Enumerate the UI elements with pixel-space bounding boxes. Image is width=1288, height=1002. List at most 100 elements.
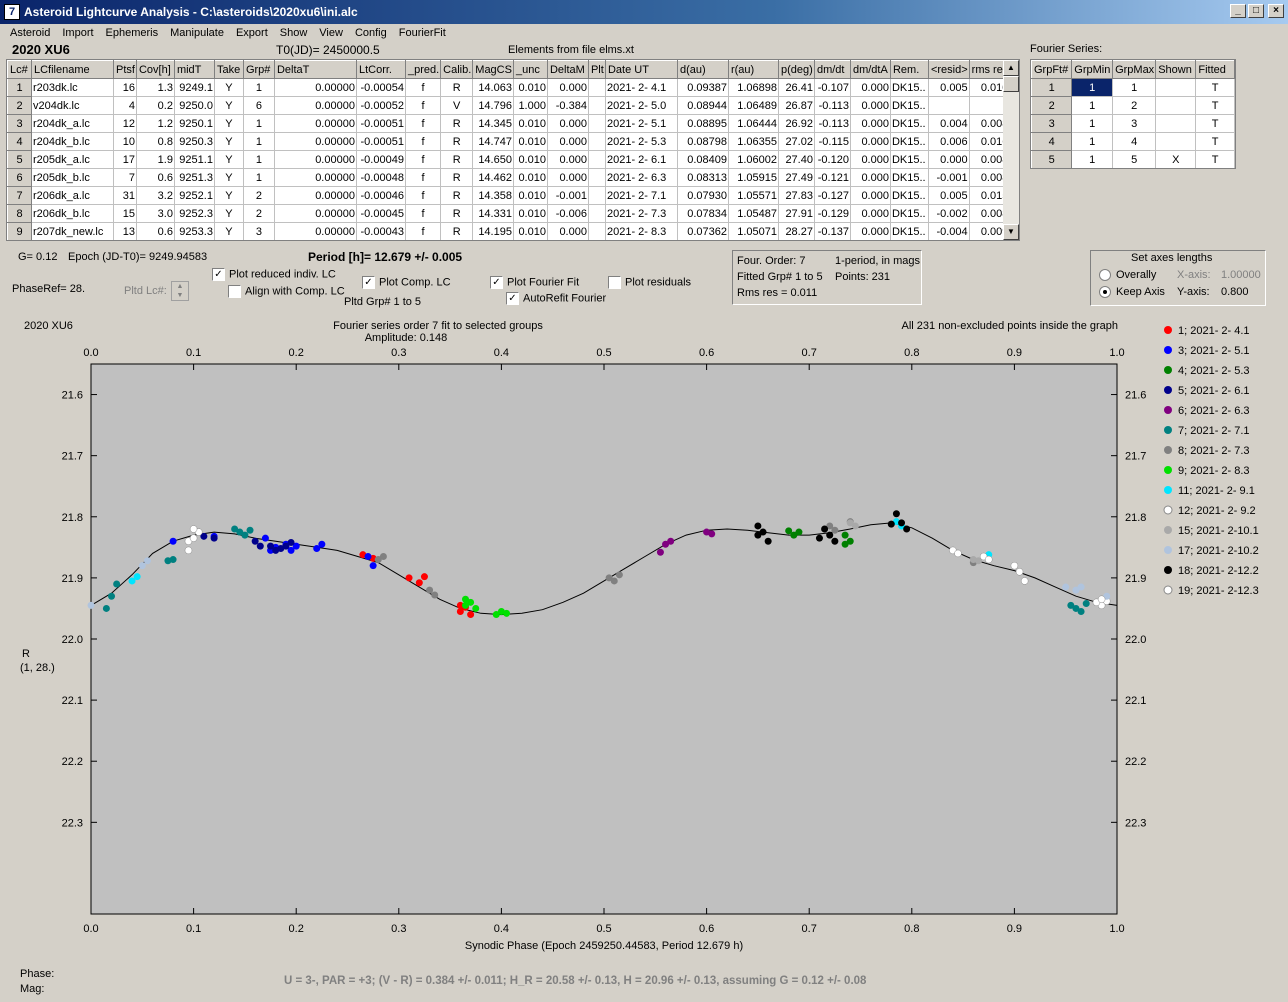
table-cell[interactable]: 27.02 [777, 132, 815, 151]
table-cell[interactable]: 9250.0 [173, 96, 215, 115]
menu-import[interactable]: Import [62, 27, 94, 39]
autorefit-checkbox[interactable]: ✓ AutoRefit Fourier [506, 292, 606, 305]
table-cell[interactable]: 1.05071 [727, 222, 779, 240]
table-cell[interactable]: 0.08798 [676, 132, 729, 151]
table-cell[interactable]: 0.016 [968, 132, 1011, 151]
table-cell[interactable]: Y [213, 168, 244, 187]
plot-comp-check-icon[interactable]: ✓ [362, 276, 375, 289]
menu-show[interactable]: Show [279, 27, 308, 39]
table-cell[interactable]: 4 [1112, 132, 1157, 151]
table-cell[interactable]: R [440, 222, 474, 240]
table-cell[interactable]: f [404, 168, 442, 187]
table-cell[interactable]: 0.000 [849, 78, 891, 97]
table-cell[interactable]: 2021- 2- 8.3 [604, 222, 678, 240]
menu-view[interactable]: View [319, 27, 343, 39]
table-cell[interactable]: 3 [1112, 114, 1157, 133]
table-cell[interactable]: 17 [113, 150, 137, 169]
table-cell[interactable]: T [1195, 132, 1235, 151]
fourier-col-header[interactable]: GrpFt# [1031, 60, 1073, 79]
close-button[interactable]: × [1268, 4, 1284, 18]
table-cell[interactable]: 9250.1 [173, 114, 215, 133]
table-cell[interactable]: 0.08409 [676, 150, 729, 169]
row-header-cell[interactable]: 2 [1031, 96, 1073, 115]
table-cell[interactable]: 2 [1112, 96, 1157, 115]
table-cell[interactable]: -0.137 [813, 222, 851, 240]
table-cell[interactable]: -0.127 [813, 186, 851, 205]
table-cell[interactable]: -0.00045 [355, 204, 406, 223]
table-cell[interactable]: 1.06355 [727, 132, 779, 151]
table-row[interactable]: 4 r204dk_b.lc 10 0.8 9250.3 Y 1 0.00000 -0.00051… [7, 132, 1011, 151]
table-cell[interactable]: -0.120 [813, 150, 851, 169]
table-cell[interactable]: 0.000 [546, 222, 589, 240]
table-cell[interactable]: 9252.1 [173, 186, 215, 205]
table-cell[interactable]: 7 [113, 168, 137, 187]
table-cell[interactable]: T [1195, 96, 1235, 115]
table-cell[interactable]: 1.9 [135, 150, 175, 169]
table-cell[interactable]: 0.008 [968, 150, 1011, 169]
table-cell[interactable]: 27.91 [777, 204, 815, 223]
menu-manipulate[interactable]: Manipulate [170, 27, 224, 39]
table-cell[interactable]: 9251.1 [173, 150, 215, 169]
table-cell[interactable]: 1 [242, 150, 275, 169]
keep-axis-radio-icon[interactable] [1099, 286, 1111, 299]
lc-col-header[interactable]: LCfilename [31, 60, 114, 79]
table-cell[interactable]: 28.27 [777, 222, 815, 240]
lc-col-header[interactable]: Plt [587, 60, 606, 79]
table-cell[interactable]: 1 [1071, 114, 1114, 133]
table-cell[interactable]: 0.00000 [273, 150, 357, 169]
row-header-cell[interactable]: 5 [7, 150, 32, 169]
plot-fourier-check-icon[interactable]: ✓ [490, 276, 503, 289]
table-cell[interactable]: 2 [242, 186, 275, 205]
table-cell[interactable]: DK15.. [889, 132, 929, 151]
scroll-thumb[interactable] [1003, 76, 1019, 92]
table-cell[interactable] [587, 204, 606, 223]
table-row[interactable]: 3 r204dk_a.lc 12 1.2 9250.1 Y 1 0.00000 -0.00051… [7, 114, 1011, 133]
table-cell[interactable]: 14.063 [472, 78, 514, 97]
lc-col-header[interactable]: Calib. [440, 60, 474, 79]
table-cell[interactable]: f [404, 186, 442, 205]
table-cell[interactable]: 1.05487 [727, 204, 779, 223]
table-cell[interactable]: R [440, 114, 474, 133]
table-cell[interactable]: T [1195, 78, 1235, 97]
table-cell[interactable]: -0.00049 [355, 150, 406, 169]
row-header-cell[interactable]: 6 [7, 168, 32, 187]
lc-col-header[interactable]: Lc# [7, 60, 32, 79]
table-row[interactable]: 6 r205dk_b.lc 7 0.6 9251.3 Y 1 0.00000 -0.00048 f… [7, 168, 1011, 187]
fourier-col-header[interactable]: GrpMin [1071, 60, 1114, 79]
row-header-cell[interactable]: 3 [1031, 114, 1073, 133]
table-cell[interactable]: 14.195 [472, 222, 514, 240]
fourier-col-header[interactable]: Fitted [1195, 60, 1235, 79]
table-cell[interactable]: f [404, 150, 442, 169]
table-cell[interactable]: 2021- 2- 7.1 [604, 186, 678, 205]
table-cell[interactable]: -0.00051 [355, 114, 406, 133]
lc-col-header[interactable]: rms res [968, 60, 1011, 79]
table-cell[interactable]: 0.000 [849, 96, 891, 115]
table-cell[interactable]: 0.000 [546, 132, 589, 151]
table-cell[interactable]: 2021- 2- 5.3 [604, 132, 678, 151]
table-cell[interactable]: r203dk.lc [31, 78, 114, 97]
table-cell[interactable]: Y [213, 78, 244, 97]
lc-col-header[interactable]: _unc [512, 60, 548, 79]
table-cell[interactable]: 2 [242, 204, 275, 223]
table-cell[interactable]: -0.00048 [355, 168, 406, 187]
plot-residuals-check-icon[interactable] [608, 276, 621, 289]
table-cell[interactable]: 0.08944 [676, 96, 729, 115]
table-cell[interactable]: 1.05571 [727, 186, 779, 205]
table-cell[interactable]: Y [213, 204, 244, 223]
table-cell[interactable]: -0.00051 [355, 132, 406, 151]
scroll-up-icon[interactable]: ▲ [1003, 60, 1019, 76]
table-cell[interactable]: Y [213, 222, 244, 240]
plot-svg[interactable]: 0.0 0.0 0.1 0.1 0.2 0.2 0.3 0.3 0.4 0.4 0.5 0.5 0.6 0… [18, 314, 1268, 962]
table-cell[interactable]: 1.06898 [727, 78, 779, 97]
row-header-cell[interactable]: 9 [7, 222, 32, 240]
table-cell[interactable]: 1 [242, 78, 275, 97]
table-cell[interactable]: 0.000 [546, 150, 589, 169]
table-cell[interactable]: 3 [242, 222, 275, 240]
table-cell[interactable]: 0.010 [512, 222, 548, 240]
table-cell[interactable]: 0.08895 [676, 114, 729, 133]
table-cell[interactable]: DK15.. [889, 168, 929, 187]
xaxis-value[interactable]: 1.00000 [1221, 269, 1261, 281]
table-cell[interactable]: V [440, 96, 474, 115]
